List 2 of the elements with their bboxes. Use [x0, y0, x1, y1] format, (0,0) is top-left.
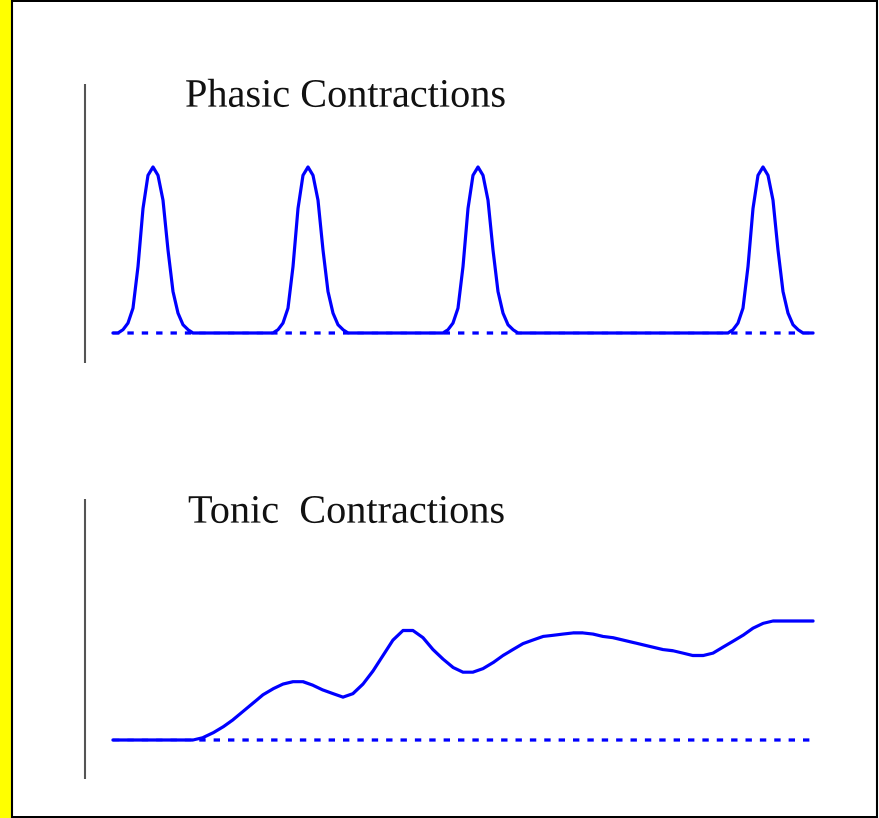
- chart-title: Tonic Contractions: [188, 496, 504, 524]
- chart-title: Phasic Contractions: [186, 78, 505, 108]
